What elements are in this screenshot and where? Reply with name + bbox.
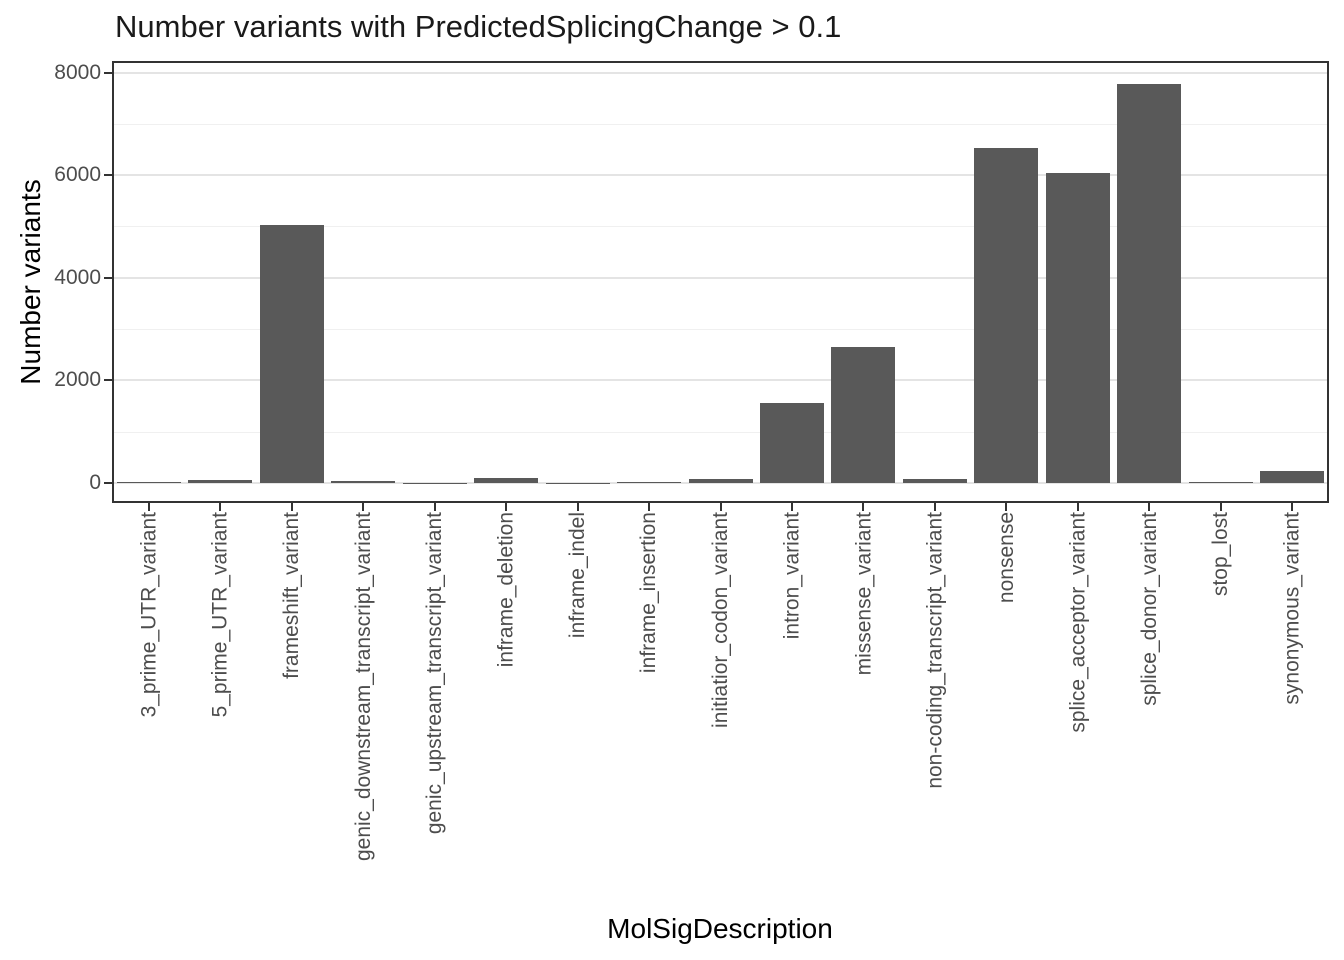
x-axis-title: MolSigDescription — [607, 913, 833, 944]
x-tick-mark — [219, 502, 222, 511]
gridline-minor — [113, 431, 1328, 433]
plot-panel — [113, 62, 1328, 502]
bar-genic_downstream_transcript_variant — [331, 481, 396, 483]
y-tick-label: 4000 — [54, 265, 101, 289]
y-tick-mark — [104, 71, 113, 74]
gridline-major — [113, 71, 1328, 74]
bar-splice_acceptor_variant — [1045, 173, 1110, 483]
gridline-minor — [113, 329, 1328, 331]
chart-title: Number variants with PredictedSplicingCh… — [115, 9, 842, 44]
x-tick-label: inframe_deletion — [494, 512, 518, 668]
y-tick-label: 2000 — [54, 368, 101, 392]
x-tick-label: genic_upstream_transcript_variant — [423, 512, 447, 835]
bar-missense_variant — [831, 347, 896, 483]
bar-inframe_insertion — [617, 481, 682, 483]
bar-inframe_deletion — [474, 478, 539, 483]
y-tick-mark — [104, 174, 113, 177]
x-tick-mark — [862, 502, 865, 511]
y-tick-mark — [104, 276, 113, 279]
x-tick-label: 5_prime_UTR_variant — [208, 512, 232, 718]
y-tick-label: 0 — [89, 471, 101, 494]
x-tick-mark — [933, 502, 936, 511]
x-tick-label: synonymous_variant — [1280, 512, 1304, 705]
x-tick-mark — [1005, 502, 1008, 511]
x-tick-mark — [719, 502, 722, 511]
gridline-minor — [113, 226, 1328, 228]
y-tick-label: 6000 — [54, 163, 101, 187]
bar-nonsense — [974, 147, 1039, 483]
x-tick-mark — [147, 502, 150, 511]
bar-stop_lost — [1188, 481, 1253, 483]
gridline-major — [113, 482, 1328, 484]
x-tick-label: 3_prime_UTR_variant — [137, 512, 161, 718]
x-tick-mark — [362, 502, 365, 511]
x-tick-mark — [790, 502, 793, 511]
x-tick-label: non-coding_transcript_variant — [923, 512, 947, 789]
x-tick-label: stop_lost — [1209, 512, 1233, 597]
y-tick-mark — [104, 482, 113, 484]
bar-synonymous_variant — [1260, 471, 1325, 483]
bar-splice_donor_variant — [1117, 83, 1182, 483]
gridline-major — [113, 174, 1328, 177]
x-tick-label: inframe_indel — [566, 512, 590, 639]
x-tick-mark — [1076, 502, 1079, 511]
bar-non-coding_transcript_variant — [902, 479, 967, 483]
x-tick-mark — [648, 502, 651, 511]
x-tick-label: genic_downstream_transcript_variant — [351, 512, 375, 862]
gridline-major — [113, 379, 1328, 382]
x-tick-label: missense_variant — [851, 512, 875, 676]
x-tick-mark — [1148, 502, 1151, 511]
x-tick-label: inframe_insertion — [637, 512, 661, 674]
x-tick-label: frameshift_variant — [280, 512, 304, 679]
x-tick-label: splice_donor_variant — [1137, 512, 1161, 706]
gridline-minor — [113, 123, 1328, 125]
x-tick-mark — [505, 502, 508, 511]
x-tick-label: initiatior_codon_variant — [709, 512, 732, 728]
x-tick-label: nonsense — [994, 512, 1018, 604]
bar-3_prime_UTR_variant — [116, 481, 181, 483]
bar-intron_variant — [759, 402, 824, 483]
bar-initiatior_codon_variant — [688, 478, 753, 483]
gridline-major — [113, 276, 1328, 279]
y-tick-label: 8000 — [54, 60, 101, 84]
x-tick-mark — [433, 502, 436, 511]
x-tick-mark — [1219, 502, 1222, 511]
x-tick-mark — [1291, 502, 1294, 511]
bar-5_prime_UTR_variant — [188, 479, 253, 483]
bar-frameshift_variant — [259, 224, 324, 483]
x-tick-label: splice_acceptor_variant — [1066, 512, 1090, 733]
x-tick-mark — [290, 502, 293, 511]
x-tick-mark — [576, 502, 579, 511]
y-tick-mark — [104, 379, 113, 382]
x-tick-label: intron_variant — [780, 512, 804, 640]
